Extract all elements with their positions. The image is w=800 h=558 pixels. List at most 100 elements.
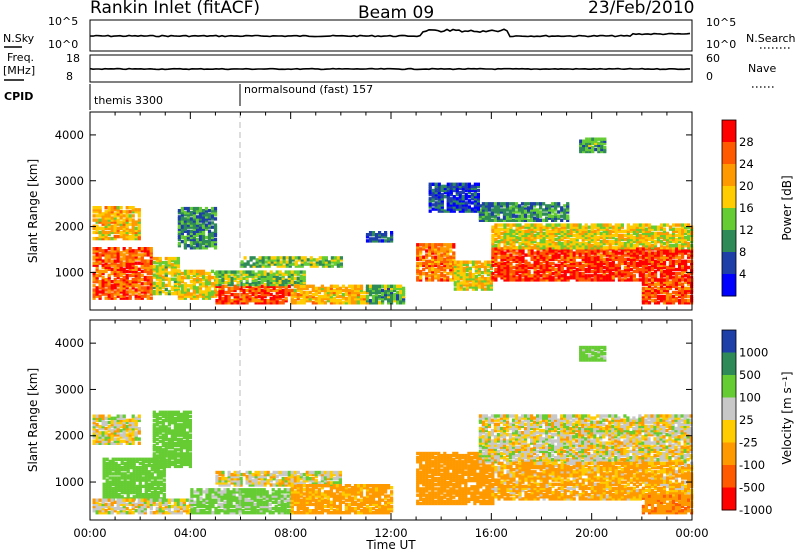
power-cell bbox=[554, 202, 557, 205]
power-cell bbox=[576, 223, 579, 226]
power-cell bbox=[630, 234, 633, 237]
velocity-cell bbox=[151, 481, 154, 484]
power-cell bbox=[307, 258, 310, 261]
power-cell bbox=[168, 278, 171, 281]
velocity-cell bbox=[112, 472, 115, 475]
power-cell bbox=[684, 274, 687, 277]
power-cell bbox=[345, 297, 348, 300]
power-cell bbox=[117, 288, 120, 291]
power-cell bbox=[282, 273, 285, 276]
power-cell bbox=[208, 209, 211, 212]
power-cell bbox=[603, 223, 606, 226]
power-cell bbox=[542, 208, 545, 211]
power-cell bbox=[214, 223, 217, 226]
power-cell bbox=[303, 270, 306, 273]
power-cell bbox=[678, 256, 681, 259]
power-cell bbox=[340, 256, 343, 259]
power-cell bbox=[196, 238, 199, 241]
power-cell bbox=[129, 206, 132, 209]
power-cell bbox=[603, 138, 606, 141]
power-cell bbox=[300, 299, 303, 302]
power-cell bbox=[669, 244, 672, 247]
power-cell bbox=[627, 258, 630, 261]
power-cell bbox=[303, 285, 306, 288]
colorbar-block bbox=[722, 252, 736, 275]
power-cell bbox=[312, 301, 315, 304]
power-cell bbox=[363, 295, 366, 298]
power-cell bbox=[208, 272, 211, 275]
power-cell bbox=[524, 230, 527, 233]
power-cell bbox=[509, 223, 512, 226]
power-cell bbox=[447, 183, 450, 186]
power-cell bbox=[546, 240, 549, 243]
power-cell bbox=[111, 225, 114, 228]
power-cell bbox=[138, 218, 141, 221]
power-cell bbox=[208, 286, 211, 289]
power-cell bbox=[663, 278, 666, 281]
power-cell bbox=[453, 195, 456, 198]
power-cell bbox=[600, 223, 603, 226]
power-cell bbox=[521, 230, 524, 233]
power-cell bbox=[270, 289, 273, 292]
power-cell bbox=[672, 295, 675, 298]
power-cell bbox=[295, 256, 298, 259]
power-cell bbox=[259, 256, 262, 259]
power-cell bbox=[597, 223, 600, 226]
power-cell bbox=[294, 270, 297, 273]
power-cell bbox=[491, 272, 494, 275]
power-cell bbox=[138, 247, 141, 250]
freq-panel: Freq. [MHz] 18 8 60 0 Nave bbox=[3, 51, 776, 87]
power-cell bbox=[618, 234, 621, 237]
power-cell bbox=[557, 202, 560, 205]
power-cell bbox=[187, 270, 190, 273]
power-cell bbox=[132, 214, 135, 217]
velocity-cell bbox=[139, 458, 142, 461]
power-cell bbox=[678, 228, 681, 231]
power-cell bbox=[564, 223, 567, 226]
power-cell bbox=[603, 270, 606, 273]
power-cell bbox=[675, 272, 678, 275]
power-cell bbox=[624, 234, 627, 237]
power-cell bbox=[624, 253, 627, 256]
velocity-cell bbox=[96, 429, 99, 432]
power-cell bbox=[171, 278, 174, 281]
power-cell bbox=[450, 197, 453, 200]
power-cell bbox=[428, 278, 431, 281]
power-cell bbox=[672, 272, 675, 275]
power-cell bbox=[600, 240, 603, 243]
power-cell bbox=[537, 232, 540, 235]
power-cell bbox=[585, 223, 588, 226]
power-cell bbox=[255, 279, 258, 282]
power-cell bbox=[221, 297, 224, 300]
power-cell bbox=[633, 223, 636, 226]
power-cell bbox=[512, 256, 515, 259]
power-cell bbox=[126, 270, 129, 273]
power-cell bbox=[678, 287, 681, 290]
power-cell bbox=[468, 195, 471, 198]
power-cell bbox=[560, 206, 563, 209]
power-cell bbox=[196, 270, 199, 273]
power-cell bbox=[521, 256, 524, 259]
power-cell bbox=[387, 285, 390, 288]
power-cell bbox=[215, 270, 218, 273]
power-cell bbox=[324, 287, 327, 290]
power-cell bbox=[675, 223, 678, 226]
power-cell bbox=[333, 289, 336, 292]
power-cell bbox=[681, 260, 684, 263]
power-cell bbox=[482, 202, 485, 205]
power-cell bbox=[208, 221, 211, 224]
power-cell bbox=[319, 260, 322, 263]
power-cell bbox=[645, 251, 648, 254]
power-cell bbox=[474, 183, 477, 186]
power-cell bbox=[466, 273, 469, 276]
power-cell bbox=[528, 270, 531, 273]
velocity-cell bbox=[121, 458, 124, 461]
power-cell bbox=[549, 247, 552, 250]
power-cell bbox=[309, 285, 312, 288]
velocity-cell bbox=[151, 472, 154, 475]
power-cell bbox=[234, 270, 237, 273]
power-cell bbox=[294, 285, 297, 288]
velocity-cell bbox=[112, 487, 115, 490]
power-cell bbox=[205, 207, 208, 210]
velocity-cell bbox=[102, 415, 105, 418]
